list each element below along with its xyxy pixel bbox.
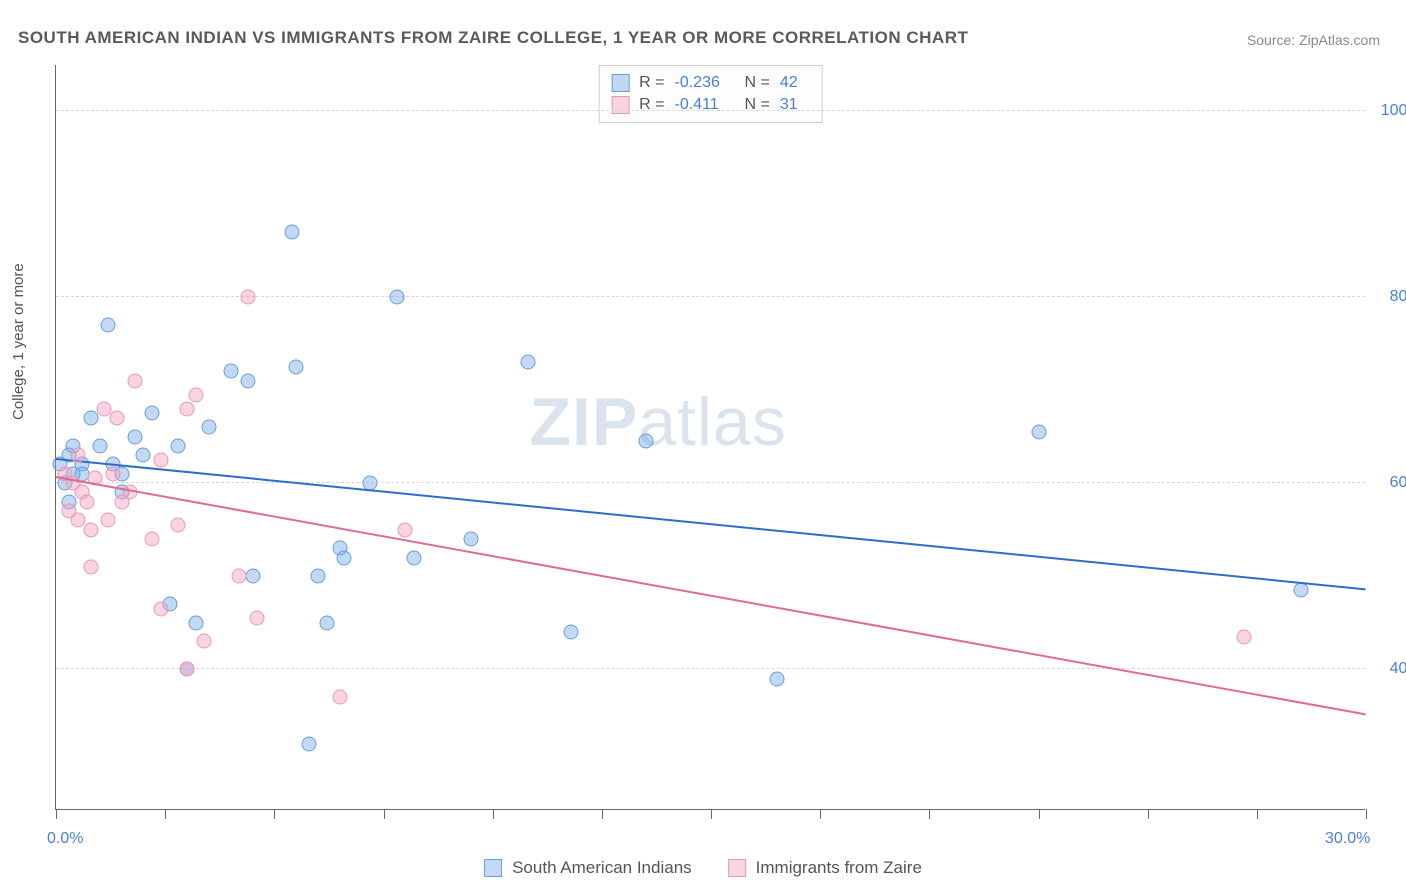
scatter-point-sai <box>1031 424 1046 439</box>
scatter-point-sai <box>319 615 334 630</box>
x-tick <box>820 809 821 819</box>
y-tick-label: 80.0% <box>1390 288 1406 306</box>
legend-swatch <box>611 96 629 114</box>
legend-n-value: 31 <box>780 96 810 114</box>
scatter-point-sai <box>92 438 107 453</box>
legend-series-name: Immigrants from Zaire <box>756 858 922 878</box>
scatter-point-zaire <box>171 517 186 532</box>
scatter-point-sai <box>564 625 579 640</box>
legend-r-value: -0.411 <box>675 96 735 114</box>
x-tick <box>274 809 275 819</box>
scatter-point-sai <box>389 289 404 304</box>
scatter-point-sai <box>223 364 238 379</box>
watermark: ZIPatlas <box>529 383 786 461</box>
scatter-point-sai <box>1293 583 1308 598</box>
scatter-point-sai <box>201 420 216 435</box>
y-axis-label: College, 1 year or more <box>10 263 27 420</box>
scatter-point-zaire <box>180 401 195 416</box>
scatter-point-sai <box>127 429 142 444</box>
gridline-h <box>56 110 1365 111</box>
x-tick <box>711 809 712 819</box>
scatter-point-zaire <box>332 690 347 705</box>
y-tick-label: 40.0% <box>1390 660 1406 678</box>
legend-swatch <box>611 74 629 92</box>
legend-r-label: R = <box>639 96 664 114</box>
trend-line-zaire <box>56 476 1366 715</box>
source-label: Source: ZipAtlas.com <box>1247 32 1380 48</box>
scatter-point-sai <box>463 531 478 546</box>
scatter-point-zaire <box>83 559 98 574</box>
scatter-point-sai <box>188 615 203 630</box>
x-tick-label: 30.0% <box>1325 830 1370 848</box>
legend-bottom-item-sai: South American Indians <box>484 858 692 878</box>
gridline-h <box>56 482 1365 483</box>
scatter-point-sai <box>241 373 256 388</box>
x-tick <box>929 809 930 819</box>
scatter-point-zaire <box>241 289 256 304</box>
watermark-light: atlas <box>638 384 787 460</box>
scatter-point-zaire <box>110 410 125 425</box>
scatter-point-sai <box>284 224 299 239</box>
legend-top-row-zaire: R = -0.411 N = 31 <box>611 94 810 116</box>
scatter-point-sai <box>337 550 352 565</box>
legend-n-label: N = <box>745 96 770 114</box>
legend-n-label: N = <box>745 74 770 92</box>
x-tick <box>602 809 603 819</box>
scatter-point-sai <box>289 359 304 374</box>
scatter-point-zaire <box>153 601 168 616</box>
scatter-point-zaire <box>105 466 120 481</box>
x-tick <box>1148 809 1149 819</box>
scatter-point-zaire <box>101 513 116 528</box>
x-tick <box>1039 809 1040 819</box>
scatter-point-zaire <box>145 531 160 546</box>
scatter-point-sai <box>83 410 98 425</box>
scatter-point-sai <box>245 569 260 584</box>
legend-series-name: South American Indians <box>512 858 692 878</box>
scatter-point-zaire <box>180 662 195 677</box>
legend-bottom: South American Indians Immigrants from Za… <box>484 858 922 878</box>
scatter-point-zaire <box>398 522 413 537</box>
y-tick-label: 60.0% <box>1390 474 1406 492</box>
legend-top: R = -0.236 N = 42 R = -0.411 N = 31 <box>598 65 823 123</box>
x-tick <box>165 809 166 819</box>
scatter-point-zaire <box>79 494 94 509</box>
chart-title: SOUTH AMERICAN INDIAN VS IMMIGRANTS FROM… <box>18 28 968 48</box>
scatter-point-zaire <box>127 373 142 388</box>
y-tick-label: 100.0% <box>1381 102 1406 120</box>
scatter-point-sai <box>407 550 422 565</box>
scatter-point-zaire <box>1236 629 1251 644</box>
watermark-bold: ZIP <box>529 384 638 460</box>
legend-bottom-item-zaire: Immigrants from Zaire <box>728 858 922 878</box>
scatter-point-zaire <box>232 569 247 584</box>
x-tick-label: 0.0% <box>47 830 83 848</box>
scatter-point-sai <box>136 448 151 463</box>
legend-swatch <box>484 859 502 877</box>
scatter-point-zaire <box>197 634 212 649</box>
x-tick <box>56 809 57 819</box>
scatter-point-zaire <box>188 387 203 402</box>
x-tick <box>493 809 494 819</box>
x-tick <box>1257 809 1258 819</box>
legend-r-value: -0.236 <box>675 74 735 92</box>
gridline-h <box>56 668 1365 669</box>
scatter-point-zaire <box>70 448 85 463</box>
scatter-point-sai <box>101 317 116 332</box>
legend-swatch <box>728 859 746 877</box>
plot-area: ZIPatlas R =-0.236N =42R =-0.411N =31 40… <box>55 65 1365 810</box>
scatter-point-sai <box>145 406 160 421</box>
scatter-point-zaire <box>249 611 264 626</box>
scatter-point-sai <box>171 438 186 453</box>
scatter-point-sai <box>302 736 317 751</box>
x-tick <box>384 809 385 819</box>
scatter-point-zaire <box>153 452 168 467</box>
x-tick <box>1366 809 1367 819</box>
scatter-point-zaire <box>83 522 98 537</box>
legend-n-value: 42 <box>780 74 810 92</box>
legend-top-row-sai: R = -0.236 N = 42 <box>611 72 810 94</box>
scatter-point-sai <box>769 671 784 686</box>
scatter-point-sai <box>311 569 326 584</box>
legend-r-label: R = <box>639 74 664 92</box>
scatter-point-sai <box>638 434 653 449</box>
scatter-point-sai <box>520 355 535 370</box>
